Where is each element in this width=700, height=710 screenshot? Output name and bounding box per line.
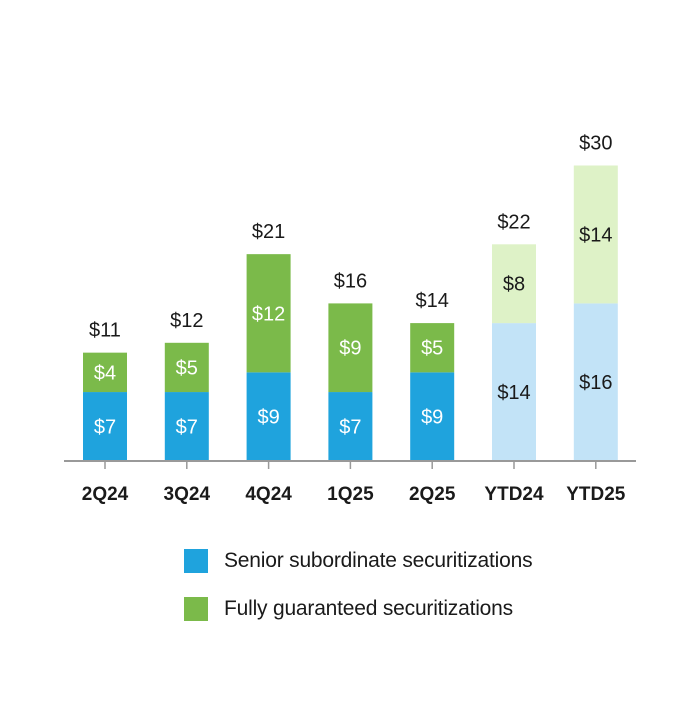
- bar-segment-senior-2q25: [410, 372, 455, 461]
- x-tick-label-ytd25: YTD25: [566, 484, 626, 505]
- x-tick-label-2q24: 2Q24: [82, 484, 129, 505]
- bar-segment-guaranteed-3q24: [164, 342, 209, 393]
- bar-segment-guaranteed-1q25: [328, 303, 373, 393]
- total-label-3q24: $12: [170, 310, 203, 332]
- segment-label-senior-2q25: $9: [421, 407, 443, 429]
- legend-swatch-senior: [184, 549, 208, 573]
- x-tick-label-1q25: 1Q25: [327, 484, 374, 505]
- legend: Senior subordinate securitizations Fully…: [184, 548, 644, 644]
- segment-label-guaranteed-ytd25: $14: [579, 224, 612, 246]
- total-label-2q25: $14: [416, 290, 449, 312]
- segment-label-senior-1q25: $7: [339, 417, 361, 439]
- bar-segment-senior-4q24: [246, 372, 291, 461]
- bars-layer: [83, 165, 618, 461]
- segment-label-senior-2q24: $7: [94, 417, 116, 439]
- segment-label-senior-ytd24: $14: [497, 382, 530, 404]
- segment-label-guaranteed-2q24: $4: [94, 362, 116, 384]
- legend-label-senior: Senior subordinate securitizations: [224, 549, 533, 572]
- legend-label-guaranteed: Fully guaranteed securitizations: [224, 597, 513, 620]
- bar-segment-guaranteed-ytd25: [573, 165, 618, 304]
- legend-item-guaranteed: Fully guaranteed securitizations: [184, 596, 644, 622]
- legend-item-senior: Senior subordinate securitizations: [184, 548, 644, 574]
- x-axis: 2Q24 3Q24 4Q24 1Q25 2Q25 YTD24 YTD25: [64, 460, 636, 505]
- legend-swatch-guaranteed: [184, 597, 208, 621]
- bar-segment-senior-2q24: [83, 392, 127, 461]
- bar-segment-guaranteed-2q25: [410, 323, 455, 373]
- total-label-2q24: $11: [89, 320, 121, 342]
- x-tick-label-4q24: 4Q24: [245, 484, 292, 505]
- x-tick-label-ytd24: YTD24: [484, 484, 544, 505]
- total-label-4q24: $21: [252, 221, 285, 243]
- segment-label-guaranteed-2q25: $5: [421, 338, 443, 360]
- bar-segment-guaranteed-ytd24: [492, 244, 536, 324]
- segment-label-guaranteed-3q24: $5: [176, 357, 198, 379]
- segment-label-senior-3q24: $7: [176, 417, 198, 439]
- bar-segment-senior-3q24: [164, 392, 209, 461]
- x-tick-label-3q24: 3Q24: [164, 484, 211, 505]
- segment-label-senior-4q24: $9: [257, 407, 279, 429]
- segment-label-senior-ytd25: $16: [579, 372, 612, 394]
- labels-layer: $7 $4 $11 $7 $5 $12 $9 $12 $21 $7 $9 $16 $9 $5 $14 $14 $…: [89, 133, 612, 439]
- segment-label-guaranteed-ytd24: $8: [503, 274, 525, 296]
- bar-segment-guaranteed-2q24: [83, 352, 127, 393]
- bar-segment-senior-ytd25: [573, 303, 618, 461]
- segment-label-guaranteed-4q24: $12: [252, 303, 285, 325]
- x-tick-label-2q25: 2Q25: [409, 484, 456, 505]
- bar-segment-senior-1q25: [328, 392, 373, 461]
- total-label-ytd25: $30: [579, 133, 612, 155]
- bar-segment-senior-ytd24: [492, 323, 536, 461]
- bar-segment-guaranteed-4q24: [246, 254, 291, 373]
- total-label-1q25: $16: [334, 270, 367, 292]
- total-label-ytd24: $22: [497, 211, 530, 233]
- segment-label-guaranteed-1q25: $9: [339, 338, 361, 360]
- stacked-bar-chart: $7 $4 $11 $7 $5 $12 $9 $12 $21 $7 $9 $16 $9 $5 $14 $14 $…: [64, 133, 636, 505]
